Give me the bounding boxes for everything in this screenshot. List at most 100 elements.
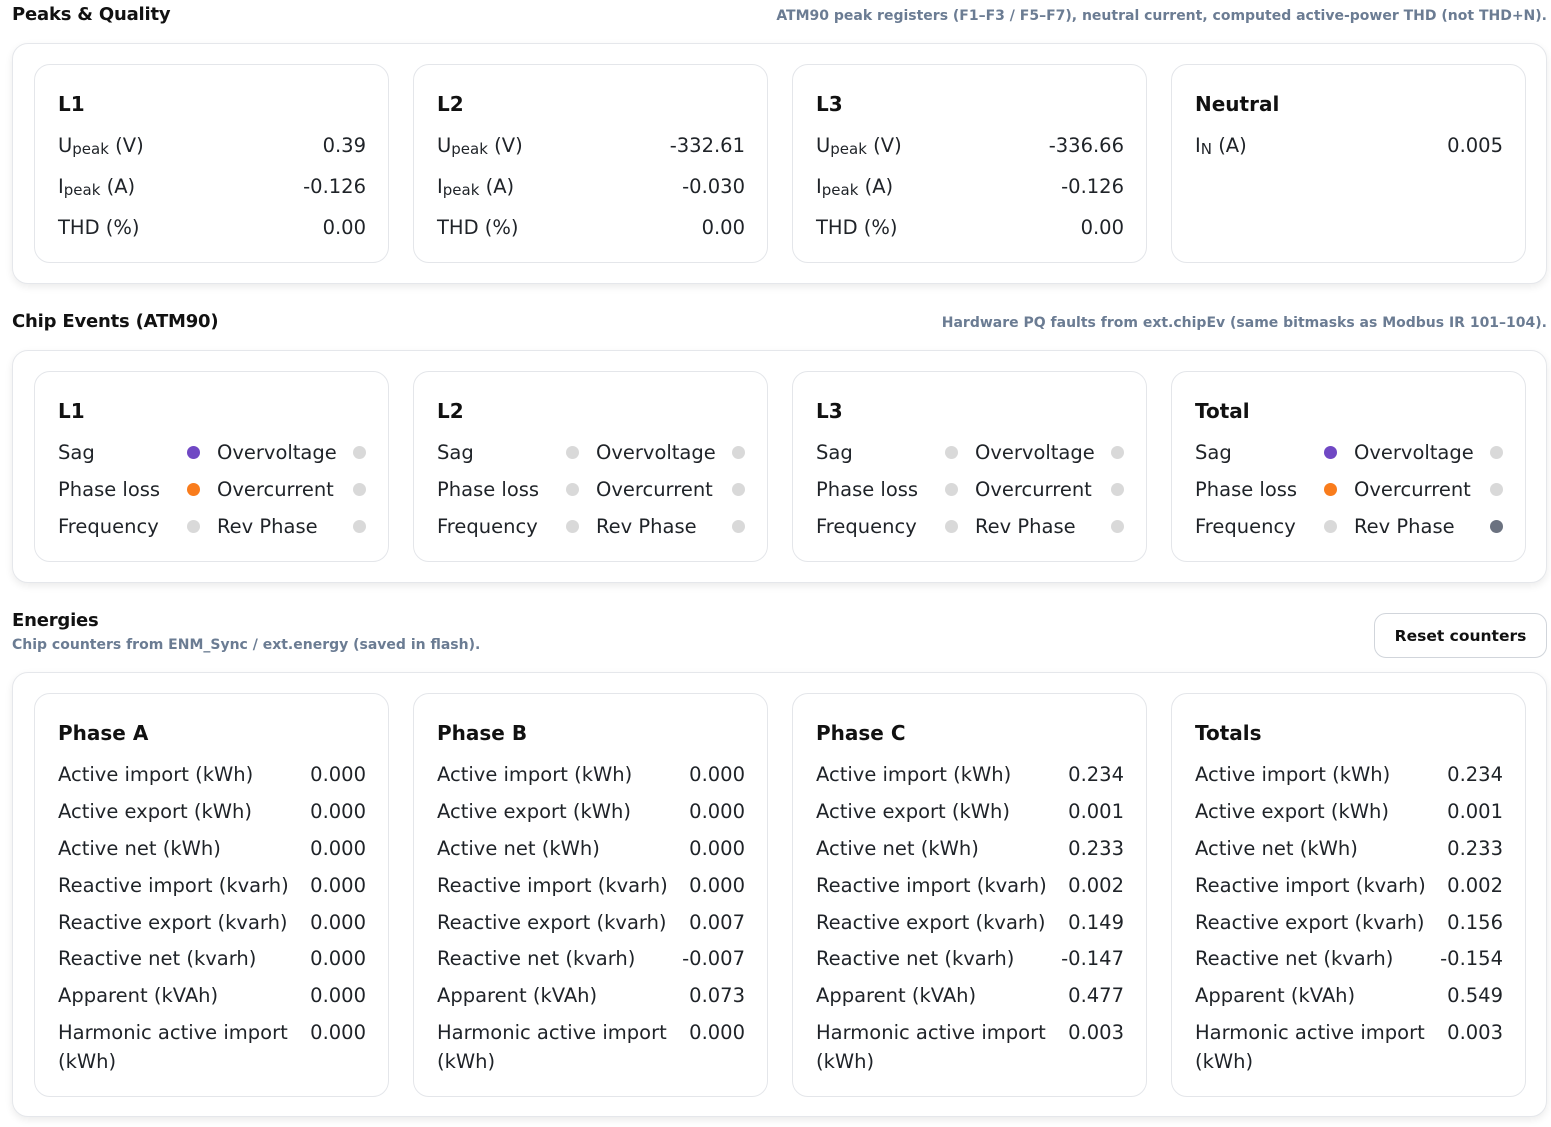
neutral-current-value: 0.005 bbox=[1447, 134, 1503, 157]
status-indicator-frequency bbox=[1324, 520, 1337, 533]
status-indicator-rev-phase bbox=[1490, 520, 1503, 533]
event-card-l2: L2 Sag Overvoltage Phase loss Overcurrent Fre… bbox=[413, 371, 768, 562]
peak-card-title: L1 bbox=[58, 92, 85, 116]
harmonic-active-import-value: 0.003 bbox=[1447, 1021, 1503, 1044]
active-export-value: 0.001 bbox=[1447, 800, 1503, 823]
harmonic-active-import-row: Harmonic active import (kWh) 0.003 bbox=[1195, 1018, 1503, 1076]
peaks-section-title: Peaks & Quality bbox=[12, 4, 171, 25]
active-net-label: Active net (kWh) bbox=[1195, 837, 1358, 860]
ipeak-row: Ipeak (A) -0.030 bbox=[437, 172, 745, 203]
reactive-import-row: Reactive import (kvarh) 0.000 bbox=[437, 871, 745, 900]
reactive-export-label: Reactive export (kvarh) bbox=[58, 911, 288, 934]
energy-card-phase-b: Phase B Active import (kWh) 0.000 Active ex… bbox=[413, 693, 768, 1097]
event-label-sag: Sag bbox=[58, 441, 95, 464]
active-net-row: Active net (kWh) 0.000 bbox=[437, 834, 745, 863]
active-net-row: Active net (kWh) 0.000 bbox=[58, 834, 366, 863]
energy-card-phase-a: Phase A Active import (kWh) 0.000 Active ex… bbox=[34, 693, 389, 1097]
apparent-row: Apparent (kVAh) 0.549 bbox=[1195, 981, 1503, 1010]
active-net-label: Active net (kWh) bbox=[816, 837, 979, 860]
thd-row: THD (%) 0.00 bbox=[58, 213, 366, 242]
event-label-phase-loss: Phase loss bbox=[816, 478, 919, 501]
reactive-import-label: Reactive import (kvarh) bbox=[58, 874, 289, 897]
status-indicator-overcurrent bbox=[353, 483, 366, 496]
active-import-row: Active import (kWh) 0.234 bbox=[1195, 760, 1503, 789]
apparent-value: 0.000 bbox=[310, 984, 366, 1007]
peak-card-neutral: Neutral IN (A) 0.005 bbox=[1171, 64, 1526, 263]
event-label-sag: Sag bbox=[816, 441, 853, 464]
reactive-net-value: 0.000 bbox=[310, 947, 366, 970]
harmonic-active-import-row: Harmonic active import (kWh) 0.003 bbox=[816, 1018, 1124, 1076]
reactive-net-value: -0.147 bbox=[1061, 947, 1124, 970]
apparent-label: Apparent (kVAh) bbox=[1195, 984, 1356, 1007]
event-label-sag: Sag bbox=[437, 441, 474, 464]
thd-row: THD (%) 0.00 bbox=[437, 213, 745, 242]
active-net-row: Active net (kWh) 0.233 bbox=[816, 834, 1124, 863]
active-export-label: Active export (kWh) bbox=[58, 800, 253, 823]
active-export-value: 0.001 bbox=[1068, 800, 1124, 823]
reactive-net-value: -0.007 bbox=[682, 947, 745, 970]
reactive-net-row: Reactive net (kvarh) -0.147 bbox=[816, 944, 1124, 973]
reactive-export-label: Reactive export (kvarh) bbox=[816, 911, 1046, 934]
active-import-row: Active import (kWh) 0.000 bbox=[58, 760, 366, 789]
active-net-value: 0.233 bbox=[1068, 837, 1124, 860]
event-card-l3: L3 Sag Overvoltage Phase loss Overcurrent Fre… bbox=[792, 371, 1147, 562]
event-label-overcurrent: Overcurrent bbox=[217, 478, 334, 501]
thd-label: THD (%) bbox=[816, 216, 898, 239]
event-label-overcurrent: Overcurrent bbox=[1354, 478, 1471, 501]
status-indicator-frequency bbox=[187, 520, 200, 533]
reactive-net-value: -0.154 bbox=[1440, 947, 1503, 970]
reactive-export-value: 0.149 bbox=[1068, 911, 1124, 934]
events-section-header: Chip Events (ATM90) Hardware PQ faults f… bbox=[12, 311, 1547, 332]
status-indicator-sag bbox=[1324, 446, 1337, 459]
apparent-label: Apparent (kVAh) bbox=[816, 984, 977, 1007]
active-import-value: 0.234 bbox=[1068, 763, 1124, 786]
apparent-value: 0.073 bbox=[689, 984, 745, 1007]
event-label-rev-phase: Rev Phase bbox=[596, 515, 697, 538]
active-import-label: Active import (kWh) bbox=[437, 763, 633, 786]
event-label-sag: Sag bbox=[1195, 441, 1232, 464]
upeak-row: Upeak (V) 0.39 bbox=[58, 131, 366, 162]
event-label-rev-phase: Rev Phase bbox=[217, 515, 318, 538]
reactive-net-row: Reactive net (kvarh) -0.007 bbox=[437, 944, 745, 973]
status-indicator-overcurrent bbox=[732, 483, 745, 496]
reactive-import-value: 0.002 bbox=[1447, 874, 1503, 897]
status-indicator-phase-loss bbox=[945, 483, 958, 496]
active-export-row: Active export (kWh) 0.001 bbox=[816, 797, 1124, 826]
apparent-label: Apparent (kVAh) bbox=[437, 984, 598, 1007]
events-section-title: Chip Events (ATM90) bbox=[12, 311, 219, 332]
thd-row: THD (%) 0.00 bbox=[816, 213, 1124, 242]
energy-card-phase-c: Phase C Active import (kWh) 0.234 Active ex… bbox=[792, 693, 1147, 1097]
reactive-import-label: Reactive import (kvarh) bbox=[437, 874, 668, 897]
active-import-row: Active import (kWh) 0.000 bbox=[437, 760, 745, 789]
apparent-row: Apparent (kVAh) 0.073 bbox=[437, 981, 745, 1010]
active-import-label: Active import (kWh) bbox=[1195, 763, 1391, 786]
event-label-overvoltage: Overvoltage bbox=[596, 441, 716, 464]
harmonic-active-import-value: 0.003 bbox=[1068, 1021, 1124, 1044]
reactive-net-label: Reactive net (kvarh) bbox=[816, 947, 1015, 970]
status-indicator-rev-phase bbox=[1111, 520, 1124, 533]
active-import-row: Active import (kWh) 0.234 bbox=[816, 760, 1124, 789]
active-net-value: 0.000 bbox=[689, 837, 745, 860]
event-label-phase-loss: Phase loss bbox=[437, 478, 540, 501]
peaks-section-header: Peaks & Quality ATM90 peak registers (F1… bbox=[12, 4, 1547, 25]
peak-card-title: L2 bbox=[437, 92, 464, 116]
event-label-frequency: Frequency bbox=[816, 515, 917, 538]
apparent-row: Apparent (kVAh) 0.000 bbox=[58, 981, 366, 1010]
active-export-label: Active export (kWh) bbox=[437, 800, 632, 823]
reactive-net-label: Reactive net (kvarh) bbox=[58, 947, 257, 970]
peak-card-l2: L2 Upeak (V) -332.61 Ipeak (A) -0.030 TH… bbox=[413, 64, 768, 263]
peak-card-l1: L1 Upeak (V) 0.39 Ipeak (A) -0.126 THD (… bbox=[34, 64, 389, 263]
harmonic-active-import-value: 0.000 bbox=[689, 1021, 745, 1044]
reactive-export-value: 0.156 bbox=[1447, 911, 1503, 934]
reactive-export-row: Reactive export (kvarh) 0.007 bbox=[437, 908, 745, 937]
ipeak-value: -0.126 bbox=[303, 175, 366, 198]
event-label-overcurrent: Overcurrent bbox=[975, 478, 1092, 501]
reactive-import-value: 0.000 bbox=[689, 874, 745, 897]
event-label-overvoltage: Overvoltage bbox=[217, 441, 337, 464]
active-import-value: 0.000 bbox=[689, 763, 745, 786]
apparent-row: Apparent (kVAh) 0.477 bbox=[816, 981, 1124, 1010]
event-card-title: Total bbox=[1195, 399, 1250, 423]
reset-counters-button[interactable]: Reset counters bbox=[1374, 613, 1547, 658]
reactive-import-row: Reactive import (kvarh) 0.000 bbox=[58, 871, 366, 900]
reactive-export-value: 0.000 bbox=[310, 911, 366, 934]
